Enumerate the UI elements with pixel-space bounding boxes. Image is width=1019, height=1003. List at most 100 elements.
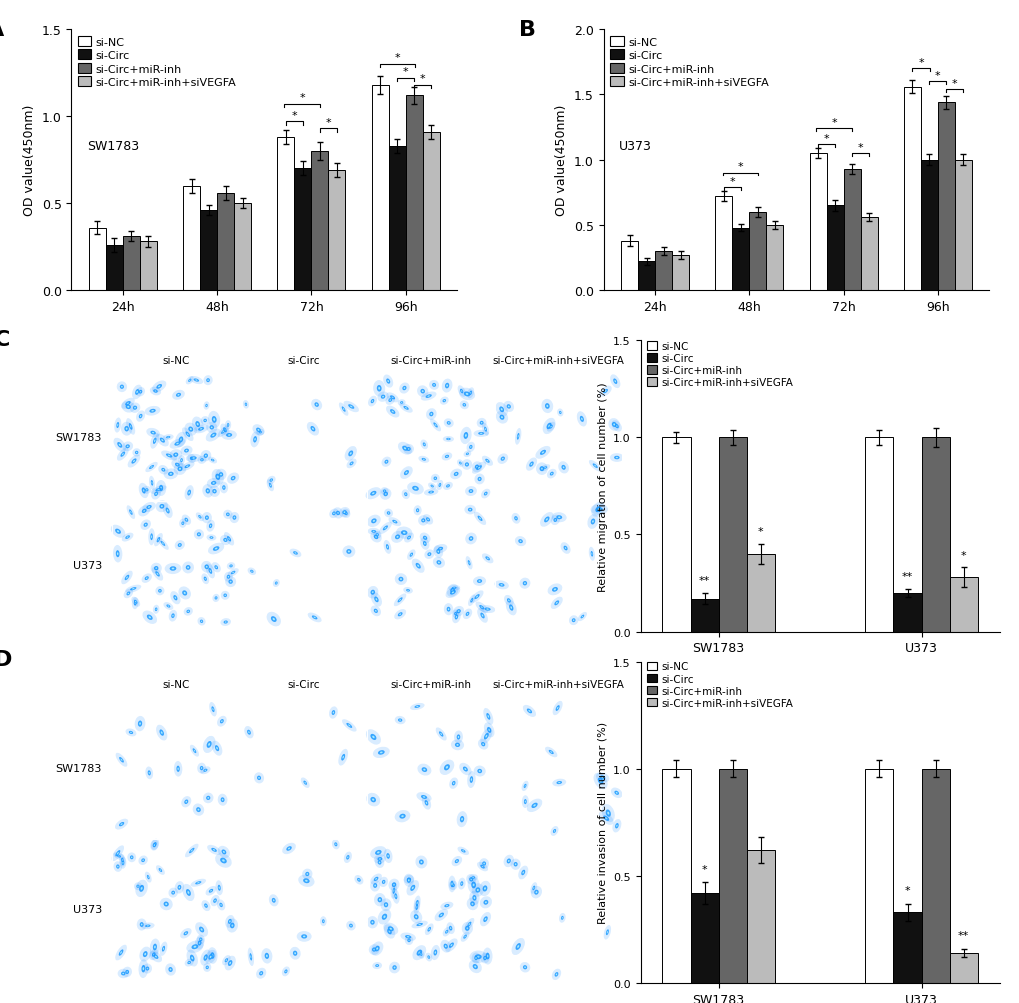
Ellipse shape: [385, 461, 387, 463]
Ellipse shape: [199, 927, 204, 933]
Ellipse shape: [220, 591, 229, 600]
Ellipse shape: [147, 926, 149, 927]
Ellipse shape: [613, 791, 619, 795]
Bar: [765, 226, 783, 291]
Ellipse shape: [346, 723, 352, 728]
Ellipse shape: [217, 794, 227, 806]
Ellipse shape: [119, 757, 123, 763]
Ellipse shape: [189, 427, 193, 432]
Ellipse shape: [148, 507, 150, 509]
Legend: si-NC, si-Circ, si-Circ+miR-inh, si-Circ+miR-inh+siVEGFA: si-NC, si-Circ, si-Circ+miR-inh, si-Circ…: [76, 36, 237, 89]
Ellipse shape: [480, 953, 489, 964]
Bar: [122, 237, 140, 291]
Ellipse shape: [189, 491, 190, 494]
Ellipse shape: [478, 478, 480, 480]
Ellipse shape: [452, 885, 453, 887]
Ellipse shape: [391, 397, 393, 399]
Ellipse shape: [130, 732, 131, 733]
Ellipse shape: [170, 592, 180, 605]
Ellipse shape: [158, 386, 160, 388]
Ellipse shape: [555, 705, 559, 711]
Ellipse shape: [224, 572, 232, 582]
Ellipse shape: [165, 963, 175, 976]
Ellipse shape: [437, 548, 442, 551]
Ellipse shape: [373, 532, 381, 539]
Ellipse shape: [204, 904, 208, 908]
Ellipse shape: [131, 589, 135, 590]
Ellipse shape: [484, 902, 486, 904]
Ellipse shape: [205, 455, 207, 457]
Ellipse shape: [464, 392, 470, 397]
Ellipse shape: [539, 464, 549, 471]
Ellipse shape: [515, 428, 521, 445]
Ellipse shape: [518, 866, 528, 880]
Ellipse shape: [169, 449, 182, 460]
Text: *: *: [701, 864, 707, 874]
Ellipse shape: [153, 390, 158, 393]
Ellipse shape: [543, 517, 549, 523]
Ellipse shape: [388, 879, 399, 891]
Ellipse shape: [116, 551, 119, 558]
Text: *: *: [394, 53, 400, 63]
Ellipse shape: [195, 380, 198, 381]
Ellipse shape: [470, 902, 475, 907]
Bar: [920, 769, 949, 983]
Ellipse shape: [385, 396, 394, 405]
Ellipse shape: [244, 726, 254, 738]
Ellipse shape: [485, 735, 487, 738]
Ellipse shape: [446, 607, 450, 612]
Ellipse shape: [147, 615, 153, 620]
Ellipse shape: [445, 931, 447, 933]
Ellipse shape: [535, 462, 547, 475]
Ellipse shape: [113, 438, 126, 452]
Ellipse shape: [343, 512, 345, 514]
Ellipse shape: [404, 875, 414, 884]
Bar: [809, 153, 825, 291]
Ellipse shape: [128, 423, 132, 430]
Ellipse shape: [522, 795, 528, 808]
Ellipse shape: [615, 792, 618, 793]
Ellipse shape: [393, 610, 406, 620]
Ellipse shape: [572, 619, 575, 623]
Ellipse shape: [412, 887, 414, 890]
Ellipse shape: [226, 563, 235, 570]
Ellipse shape: [417, 565, 419, 568]
Ellipse shape: [152, 381, 166, 393]
Ellipse shape: [424, 550, 434, 560]
Ellipse shape: [341, 719, 357, 732]
Ellipse shape: [475, 888, 480, 893]
Ellipse shape: [153, 955, 158, 959]
Ellipse shape: [464, 936, 466, 938]
Ellipse shape: [449, 927, 450, 929]
Ellipse shape: [545, 519, 547, 522]
Ellipse shape: [294, 553, 297, 554]
Ellipse shape: [148, 877, 149, 878]
Bar: [746, 555, 774, 632]
Ellipse shape: [156, 609, 157, 611]
Ellipse shape: [440, 914, 442, 916]
Ellipse shape: [139, 885, 144, 892]
Ellipse shape: [264, 953, 269, 959]
Ellipse shape: [445, 456, 447, 457]
Ellipse shape: [472, 895, 476, 901]
Ellipse shape: [441, 379, 452, 393]
Bar: [217, 194, 234, 291]
Ellipse shape: [388, 518, 400, 527]
Ellipse shape: [468, 489, 473, 493]
Ellipse shape: [404, 447, 406, 449]
Ellipse shape: [250, 432, 260, 448]
Ellipse shape: [230, 923, 234, 929]
Ellipse shape: [408, 538, 410, 539]
Ellipse shape: [370, 734, 376, 740]
Ellipse shape: [370, 880, 380, 892]
Ellipse shape: [159, 730, 164, 736]
Ellipse shape: [117, 448, 128, 461]
Bar: [654, 252, 672, 291]
Ellipse shape: [350, 406, 353, 408]
Ellipse shape: [344, 446, 357, 461]
Ellipse shape: [522, 872, 524, 874]
Ellipse shape: [460, 816, 464, 822]
Ellipse shape: [151, 536, 152, 539]
Ellipse shape: [224, 958, 228, 962]
Ellipse shape: [378, 387, 380, 390]
